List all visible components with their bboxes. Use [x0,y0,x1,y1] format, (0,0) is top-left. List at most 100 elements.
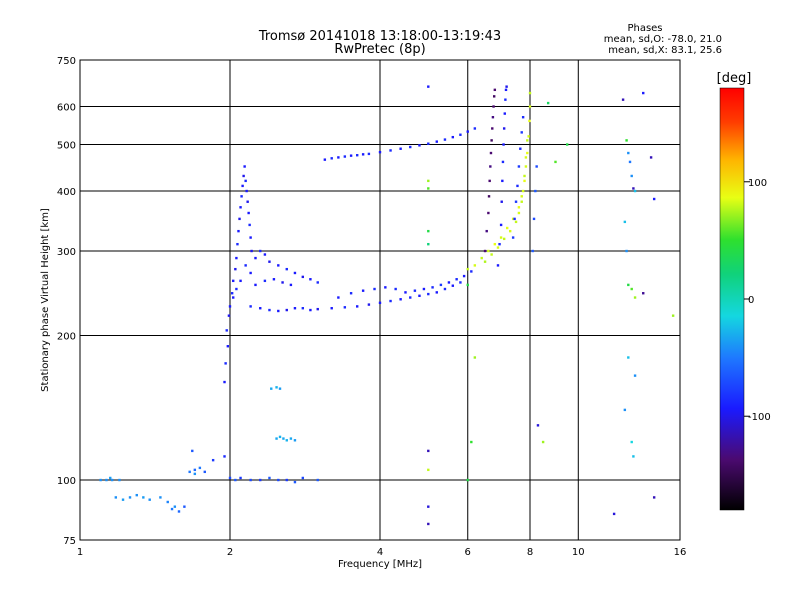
data-point [546,101,550,105]
data-point [466,130,469,133]
data-point [301,307,305,310]
data-point [625,139,628,142]
data-point [242,174,245,178]
data-point [249,236,252,239]
data-point [240,195,243,198]
y-axis-label: Stationary phase Virtual Height [km] [40,208,51,392]
data-point [159,496,162,499]
data-point [473,356,477,359]
data-point [443,287,447,291]
data-point [232,279,235,283]
colorbar-tick-label: 100 [748,178,767,189]
data-point [504,88,508,92]
data-point [630,287,633,291]
data-point [652,197,656,201]
data-point [343,306,347,309]
data-point [275,386,278,389]
data-point [466,283,469,287]
chart-subtitle: RwPretec (8p) [334,42,425,57]
data-point [652,496,656,499]
data-point [228,305,232,308]
x-tick-label: 8 [527,547,533,558]
colorbar-tick-label: 0 [748,295,754,306]
data-point [517,211,521,215]
y-tick-label: 200 [57,332,76,343]
x-tick-label: 4 [377,547,383,558]
data-point [501,160,505,164]
data-point [249,478,252,482]
data-point [427,179,430,183]
data-point [343,155,347,158]
data-point [254,256,257,260]
data-point [268,476,271,480]
data-point [183,505,186,508]
data-point [238,217,241,221]
data-point [502,127,506,130]
data-point [285,478,288,482]
data-point [459,281,462,284]
data-point [259,478,262,482]
data-point [223,455,226,458]
data-point [244,179,247,183]
data-point [490,139,493,142]
x-tick-label: 16 [674,547,687,558]
y-tick-label: 600 [57,103,76,114]
stats-line-o: mean, sd,O: -78.0, 21.0 [604,34,722,45]
data-point [511,236,515,239]
data-point [316,281,319,284]
data-point [513,217,516,221]
data-point [473,264,477,267]
data-point [431,286,434,289]
data-point [254,283,257,287]
data-point [524,156,528,159]
data-point [225,329,228,332]
data-point [234,267,237,271]
data-point [237,229,240,233]
data-point [466,267,469,271]
data-point [528,91,532,95]
y-tick-label: 400 [57,187,76,198]
data-point [236,242,239,246]
data-point [427,187,430,190]
data-point [427,85,430,88]
data-point [427,229,430,233]
data-point [632,187,635,190]
data-point [389,149,392,152]
chart-title: Tromsø 20141018 13:18:00-13:19:43 [258,29,501,44]
data-point [316,307,319,311]
data-point [427,522,430,526]
data-point [247,211,250,215]
data-point [496,246,500,249]
data-point [466,478,469,482]
data-point [511,217,515,221]
data-point [293,271,297,275]
data-point [235,256,238,260]
data-point [642,292,645,295]
data-point [235,287,238,291]
data-point [541,440,545,444]
data-point [447,281,451,284]
data-point [234,478,237,482]
data-point [409,145,412,149]
data-point [508,229,512,233]
data-point [105,478,108,482]
data-point [524,165,528,168]
data-point [565,143,569,146]
y-tick-label: 100 [57,476,76,487]
colorbar-ticks: 100 0 -100 [744,178,771,423]
data-point [293,480,297,484]
data-point [394,287,397,291]
data-point [516,184,519,188]
data-point [355,154,359,157]
data-point [249,271,252,275]
x-tick-label: 1 [77,547,83,558]
data-point [244,264,247,267]
data-point [531,249,534,253]
data-point [496,264,500,267]
data-point [148,498,151,501]
data-point [627,356,630,359]
y-tick-label: 75 [63,536,76,547]
grid-lines [80,60,680,540]
data-point [367,152,371,156]
